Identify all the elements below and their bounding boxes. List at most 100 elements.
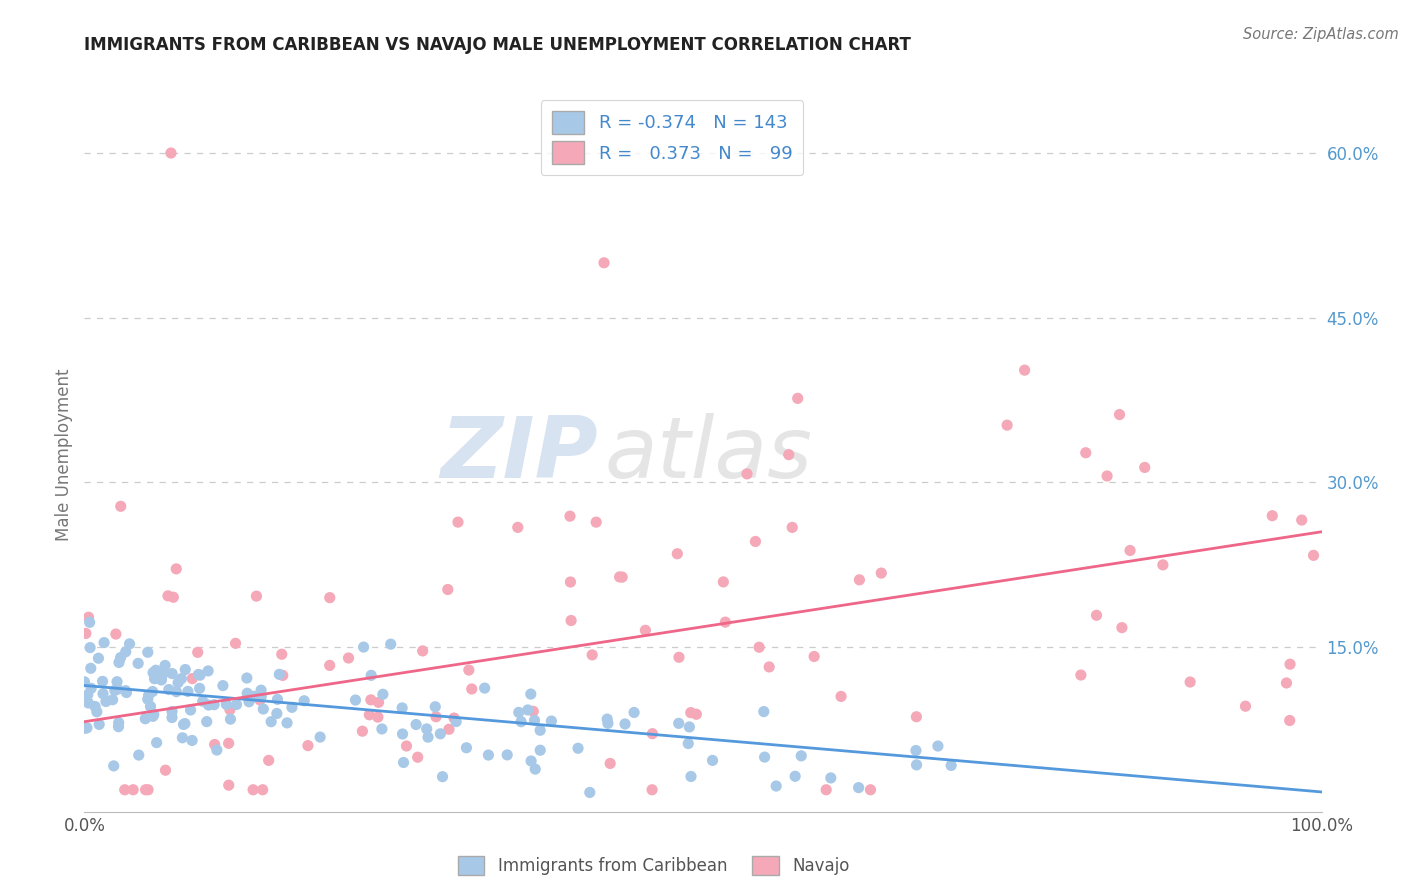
Point <box>678 737 700 751</box>
Point <box>371 687 394 701</box>
Point <box>391 727 413 741</box>
Point <box>520 687 543 701</box>
Point <box>496 747 519 762</box>
Legend: Immigrants from Caribbean, Navajo: Immigrants from Caribbean, Navajo <box>451 849 856 882</box>
Point <box>666 547 689 561</box>
Point <box>1070 668 1092 682</box>
Point <box>225 636 247 650</box>
Point <box>508 706 530 720</box>
Point <box>1152 558 1174 572</box>
Point <box>107 720 129 734</box>
Point <box>360 693 382 707</box>
Point <box>153 658 176 673</box>
Point <box>174 663 197 677</box>
Point <box>127 657 149 671</box>
Point <box>245 589 267 603</box>
Point <box>820 771 842 785</box>
Point <box>1074 446 1097 460</box>
Point <box>405 717 427 731</box>
Point <box>292 694 315 708</box>
Point <box>523 714 546 728</box>
Point <box>84 699 107 714</box>
Point <box>859 782 882 797</box>
Point <box>281 700 304 714</box>
Point <box>250 690 273 704</box>
Point <box>180 703 202 717</box>
Point <box>395 739 418 753</box>
Point <box>668 650 690 665</box>
Point <box>145 736 167 750</box>
Point <box>142 707 165 722</box>
Point <box>188 668 211 682</box>
Point <box>271 668 294 682</box>
Point <box>110 650 132 665</box>
Point <box>93 635 115 649</box>
Point <box>593 256 616 270</box>
Point <box>359 707 381 722</box>
Point <box>187 645 209 659</box>
Point <box>765 779 787 793</box>
Point <box>136 645 159 659</box>
Point <box>156 589 179 603</box>
Point <box>145 663 167 677</box>
Point <box>360 668 382 682</box>
Point <box>139 699 162 714</box>
Point <box>905 710 928 724</box>
Text: atlas: atlas <box>605 413 813 497</box>
Point <box>702 753 724 767</box>
Point <box>108 656 131 670</box>
Point <box>143 672 166 686</box>
Point <box>778 448 800 462</box>
Point <box>391 701 413 715</box>
Point <box>150 671 173 685</box>
Point <box>138 688 160 702</box>
Point <box>415 722 437 736</box>
Point <box>181 733 204 747</box>
Point <box>107 681 129 696</box>
Point <box>218 736 240 750</box>
Point <box>599 756 621 771</box>
Point <box>939 758 962 772</box>
Point <box>172 731 194 745</box>
Point <box>748 640 770 655</box>
Point <box>752 705 775 719</box>
Point <box>76 721 98 735</box>
Point <box>202 698 225 712</box>
Point <box>155 763 177 777</box>
Point <box>252 702 274 716</box>
Point <box>744 534 766 549</box>
Point <box>679 769 702 783</box>
Point <box>614 717 637 731</box>
Point <box>128 747 150 762</box>
Point <box>215 698 238 712</box>
Point <box>904 743 927 757</box>
Point <box>276 715 298 730</box>
Point <box>195 714 218 729</box>
Point <box>1108 408 1130 422</box>
Point <box>352 724 374 739</box>
Point <box>165 562 187 576</box>
Point <box>197 698 219 712</box>
Point <box>714 615 737 629</box>
Point <box>1291 513 1313 527</box>
Point <box>596 716 619 731</box>
Point <box>623 706 645 720</box>
Point <box>477 747 499 762</box>
Point <box>238 695 260 709</box>
Point <box>790 748 813 763</box>
Point <box>444 714 467 729</box>
Point <box>1275 676 1298 690</box>
Point <box>257 753 280 767</box>
Point <box>260 714 283 729</box>
Point <box>558 509 581 524</box>
Point <box>219 703 242 717</box>
Point <box>416 730 439 744</box>
Point <box>136 692 159 706</box>
Point <box>104 627 127 641</box>
Point <box>212 679 235 693</box>
Point <box>152 666 174 681</box>
Point <box>1095 469 1118 483</box>
Point <box>160 146 183 161</box>
Point <box>585 515 607 529</box>
Point <box>461 681 484 696</box>
